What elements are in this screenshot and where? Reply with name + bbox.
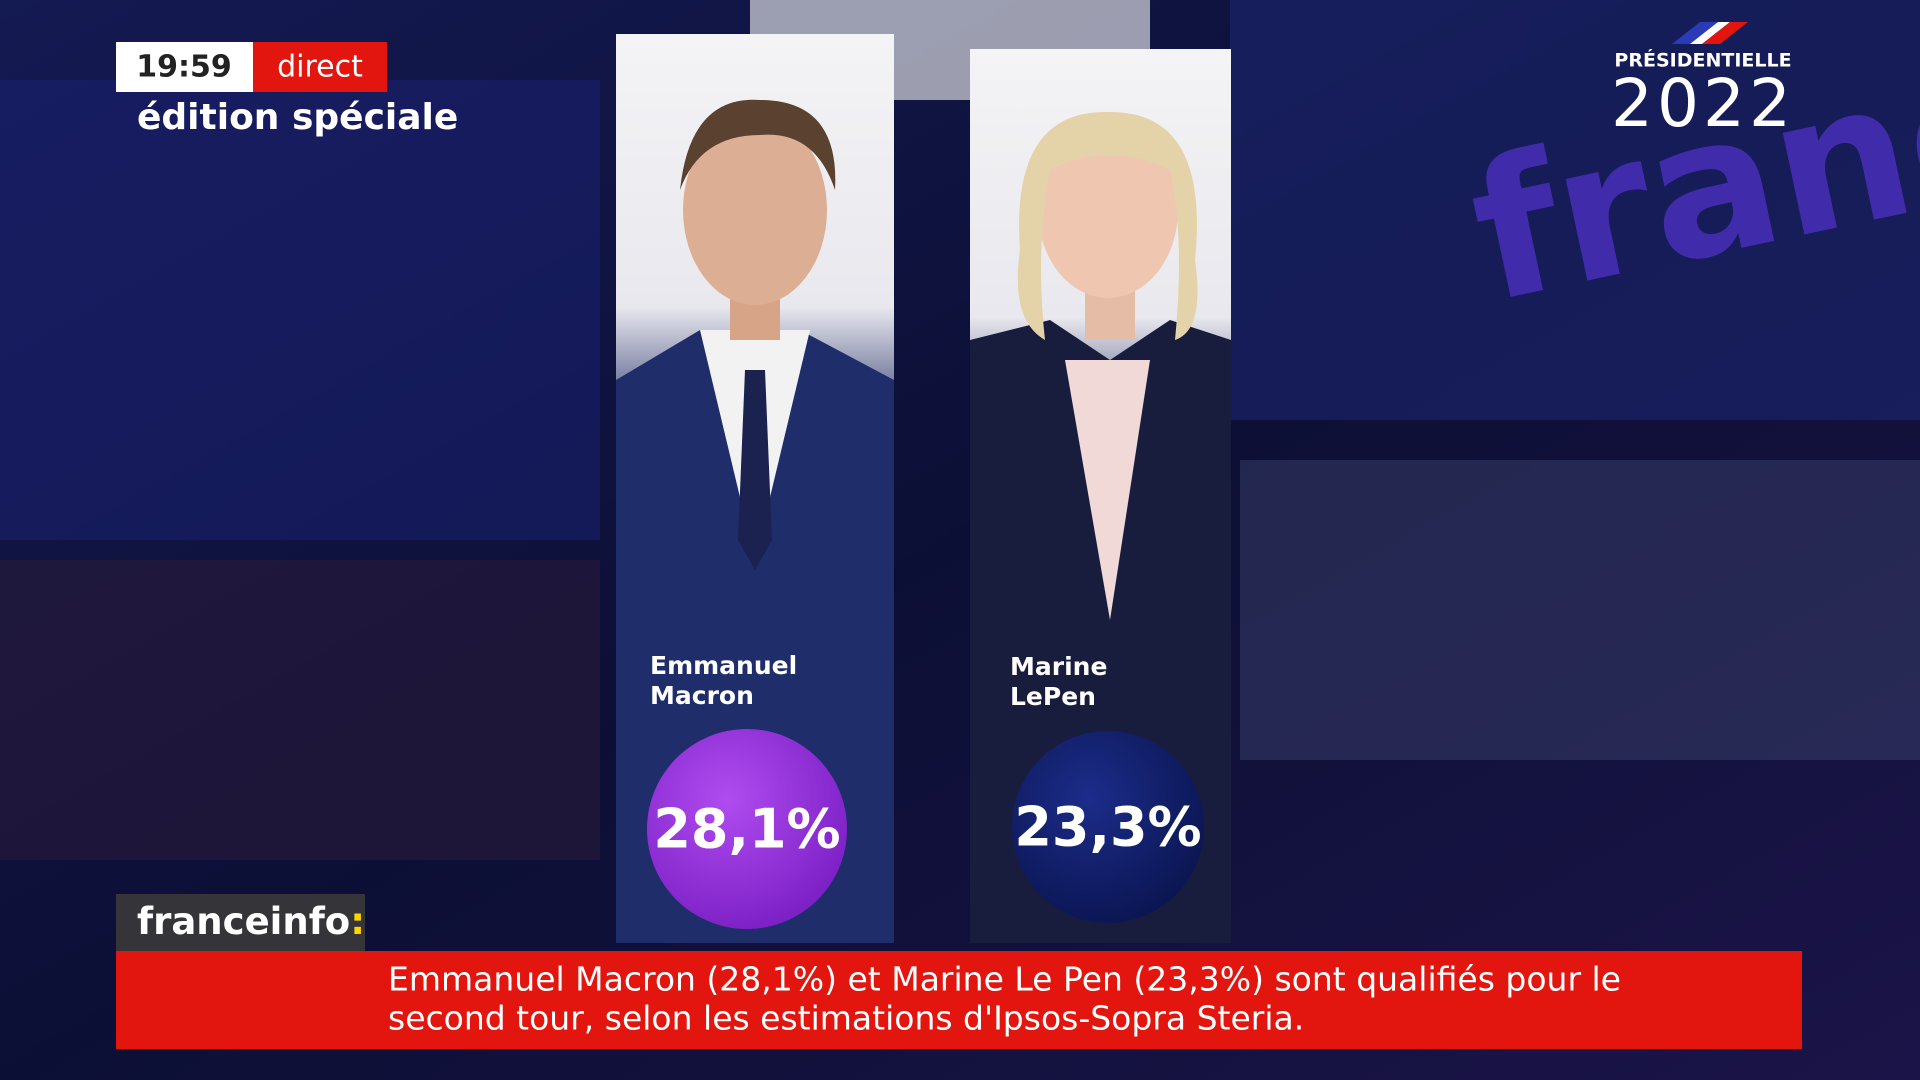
channel-mark: : — [350, 900, 365, 943]
ticker-bar — [116, 951, 1802, 1049]
clock-box — [116, 42, 253, 92]
result-badge — [1012, 731, 1204, 923]
result-badge — [647, 729, 847, 929]
face — [683, 115, 827, 305]
channel-name: franceinfo: — [137, 900, 365, 943]
channel-box — [116, 894, 365, 951]
live-box — [253, 42, 387, 92]
flag-stripe — [1702, 22, 1748, 44]
logo-label: PRÉSIDENTIELLE — [1614, 49, 1791, 72]
ticker-line: second tour, selon les estimations d'Ips… — [388, 999, 1304, 1038]
candidate-last-name: Macron — [650, 681, 754, 710]
live-label: direct — [277, 50, 363, 85]
flag-stripe — [1672, 22, 1722, 44]
channel-name-text: franceinfo — [137, 900, 350, 943]
clock: 19:59 — [136, 50, 232, 85]
blouse — [1065, 360, 1150, 620]
ticker-line: Emmanuel Macron (28,1%) et Marine Le Pen… — [388, 960, 1621, 999]
studio-balcony — [1240, 460, 1920, 760]
program-title: édition spéciale — [137, 97, 458, 138]
face — [1038, 122, 1178, 298]
candidate-first-name: Emmanuel — [650, 651, 797, 680]
candidate-result: 28,1% — [653, 798, 840, 861]
candidate-first-name: Marine — [1010, 652, 1107, 681]
flag-stripe — [1690, 22, 1730, 44]
candidate-result: 23,3% — [1014, 796, 1201, 859]
studio-wall — [0, 80, 600, 540]
studio-room — [0, 560, 600, 860]
tie — [738, 370, 772, 570]
hair — [680, 99, 836, 190]
logo-year: 2022 — [1611, 65, 1795, 142]
hair — [1017, 111, 1198, 340]
studio-windows — [1230, 0, 1920, 420]
candidate-last-name: LePen — [1010, 682, 1096, 711]
